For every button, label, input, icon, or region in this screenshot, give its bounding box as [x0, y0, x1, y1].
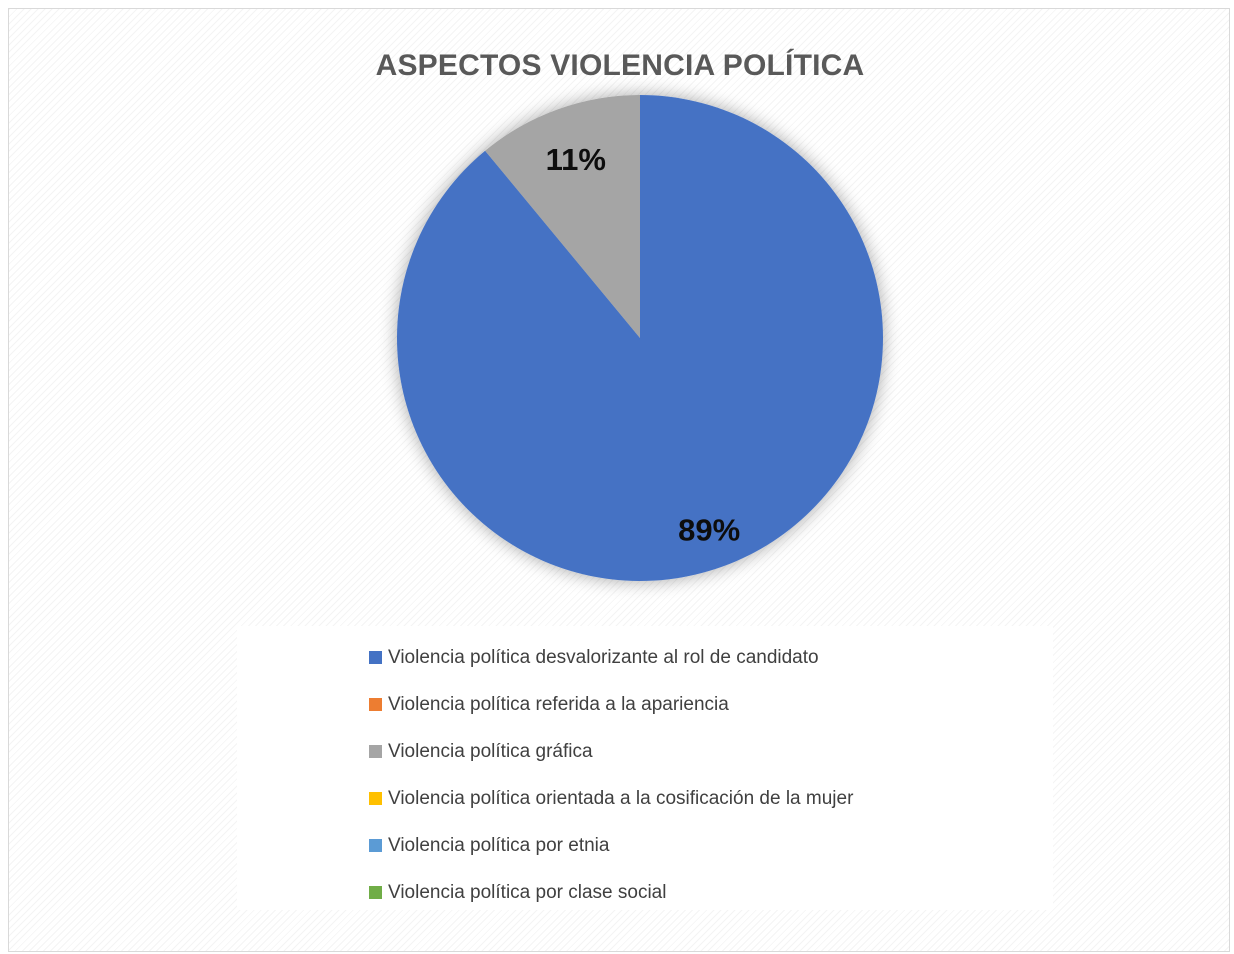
legend-label-6: Violencia política por clase social: [388, 881, 667, 903]
legend-list: Violencia política desvalorizante al rol…: [369, 634, 853, 916]
chart-area: ASPECTOS VIOLENCIA POLÍTICA 89% 11% Viole…: [8, 8, 1230, 952]
legend-item-5: Violencia política por etnia: [369, 822, 853, 869]
legend-swatch-5: [369, 839, 382, 852]
data-label-3: 11%: [546, 142, 606, 177]
legend-swatch-1: [369, 651, 382, 664]
legend-item-4: Violencia política orientada a la cosifi…: [369, 775, 853, 822]
legend-swatch-6: [369, 886, 382, 899]
legend-item-3: Violencia política gráfica: [369, 728, 853, 775]
pie-slices: [396, 95, 883, 581]
legend-item-2: Violencia política referida a la aparien…: [369, 681, 853, 728]
legend-label-5: Violencia política por etnia: [388, 834, 610, 856]
legend-label-2: Violencia política referida a la aparien…: [388, 693, 729, 715]
legend-label-3: Violencia política gráfica: [388, 740, 593, 762]
chart-title: ASPECTOS VIOLENCIA POLÍTICA: [375, 49, 865, 82]
legend-item-1: Violencia política desvalorizante al rol…: [369, 634, 853, 681]
legend-swatch-4: [369, 792, 382, 805]
legend: Violencia política desvalorizante al rol…: [237, 626, 1053, 910]
data-label-1: 89%: [678, 513, 740, 548]
pie-plot-area: 89% 11%: [396, 95, 883, 581]
pie-data-labels: 89% 11%: [546, 142, 741, 547]
legend-item-6: Violencia política por clase social: [369, 869, 853, 916]
pie-slice-3: [485, 95, 640, 338]
legend-swatch-2: [369, 698, 382, 711]
legend-swatch-3: [369, 745, 382, 758]
legend-label-1: Violencia política desvalorizante al rol…: [388, 646, 819, 668]
legend-label-4: Violencia política orientada a la cosifi…: [388, 787, 854, 809]
